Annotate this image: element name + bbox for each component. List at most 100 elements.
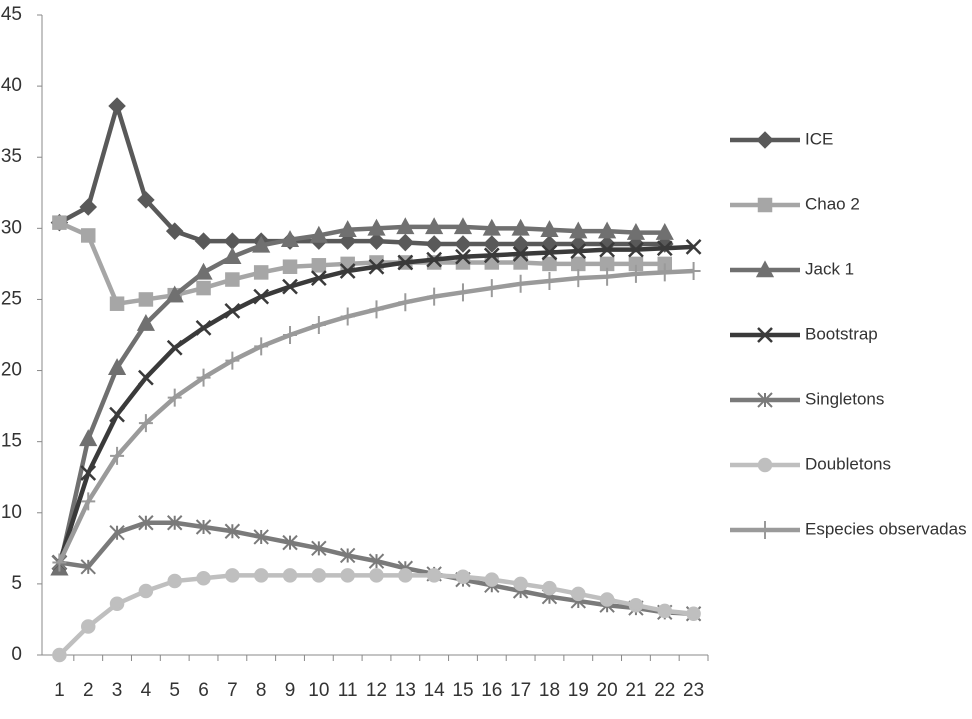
series-line bbox=[58, 220, 665, 307]
marker bbox=[253, 529, 269, 545]
marker bbox=[455, 248, 471, 265]
marker bbox=[338, 232, 357, 250]
marker bbox=[483, 235, 501, 253]
marker bbox=[397, 254, 414, 271]
marker bbox=[107, 358, 127, 375]
marker bbox=[398, 568, 413, 583]
legend-label: Jack 1 bbox=[805, 259, 854, 278]
legend-label: Especies observadas bbox=[805, 519, 967, 538]
legend-label: Bootstrap bbox=[805, 324, 878, 343]
marker bbox=[512, 246, 529, 262]
marker bbox=[628, 264, 643, 283]
marker bbox=[482, 218, 501, 236]
marker bbox=[136, 313, 155, 331]
marker bbox=[367, 218, 386, 236]
marker bbox=[194, 262, 213, 280]
x-tick-label: 20 bbox=[597, 680, 618, 701]
marker bbox=[52, 215, 67, 230]
marker bbox=[167, 515, 183, 531]
marker bbox=[339, 547, 356, 564]
marker bbox=[598, 221, 617, 239]
marker bbox=[369, 568, 384, 583]
y-tick-label: 30 bbox=[1, 217, 22, 238]
y-tick-label: 5 bbox=[11, 573, 22, 594]
marker bbox=[455, 283, 470, 302]
x-tick-label: 13 bbox=[395, 680, 416, 701]
marker bbox=[311, 540, 327, 557]
y-tick-label: 10 bbox=[1, 502, 22, 523]
marker bbox=[225, 568, 240, 583]
marker bbox=[138, 414, 153, 433]
marker bbox=[282, 259, 298, 274]
x-tick-label: 11 bbox=[338, 680, 358, 701]
marker bbox=[368, 553, 385, 569]
series-line bbox=[57, 224, 665, 569]
marker bbox=[571, 586, 586, 602]
marker bbox=[757, 392, 773, 408]
x-tick-label: 23 bbox=[683, 680, 704, 701]
marker bbox=[338, 220, 357, 238]
x-tick-label: 18 bbox=[539, 680, 560, 701]
marker bbox=[138, 515, 154, 531]
marker bbox=[542, 580, 557, 596]
marker bbox=[253, 288, 270, 305]
marker bbox=[311, 568, 327, 583]
marker bbox=[254, 337, 269, 356]
x-tick-label: 16 bbox=[481, 680, 502, 701]
marker bbox=[109, 406, 125, 423]
marker bbox=[542, 256, 557, 272]
legend-label: Doubletons bbox=[805, 454, 891, 473]
marker bbox=[252, 235, 271, 253]
marker bbox=[280, 230, 300, 247]
marker bbox=[757, 327, 773, 343]
marker bbox=[513, 274, 528, 293]
marker bbox=[166, 339, 183, 356]
marker bbox=[138, 292, 154, 307]
marker bbox=[600, 267, 615, 286]
marker bbox=[138, 583, 154, 599]
series-line bbox=[57, 244, 694, 564]
marker bbox=[758, 521, 772, 539]
marker bbox=[368, 258, 385, 275]
marker bbox=[657, 603, 673, 619]
marker bbox=[425, 217, 444, 235]
marker bbox=[757, 457, 773, 473]
marker bbox=[541, 244, 558, 261]
marker bbox=[195, 519, 212, 535]
x-tick-label: 10 bbox=[308, 680, 329, 701]
marker bbox=[757, 197, 773, 213]
marker bbox=[484, 279, 499, 298]
marker bbox=[398, 293, 413, 312]
y-tick-label: 45 bbox=[1, 4, 22, 25]
x-tick-label: 12 bbox=[366, 680, 387, 701]
marker bbox=[755, 260, 775, 278]
marker bbox=[108, 97, 126, 115]
marker bbox=[137, 191, 155, 209]
marker bbox=[425, 235, 443, 253]
marker bbox=[109, 524, 125, 541]
x-tick-label: 21 bbox=[625, 680, 646, 701]
x-tick-label: 14 bbox=[424, 680, 446, 701]
marker bbox=[223, 232, 242, 250]
legend-label: Chao 2 bbox=[805, 194, 860, 213]
marker bbox=[196, 368, 211, 387]
x-tick-label: 17 bbox=[510, 680, 531, 701]
y-tick-label: 0 bbox=[11, 644, 22, 665]
marker bbox=[657, 263, 672, 282]
marker bbox=[628, 241, 644, 258]
x-tick-label: 2 bbox=[83, 680, 94, 701]
x-tick-label: 7 bbox=[227, 680, 238, 701]
marker bbox=[484, 572, 500, 587]
y-tick-label: 25 bbox=[1, 288, 22, 309]
marker bbox=[79, 429, 98, 447]
marker bbox=[282, 568, 298, 583]
x-tick-label: 3 bbox=[112, 680, 123, 701]
marker bbox=[513, 255, 528, 270]
marker bbox=[195, 320, 212, 336]
marker bbox=[109, 296, 125, 311]
marker bbox=[513, 576, 528, 592]
marker bbox=[194, 232, 213, 250]
marker bbox=[167, 573, 182, 589]
